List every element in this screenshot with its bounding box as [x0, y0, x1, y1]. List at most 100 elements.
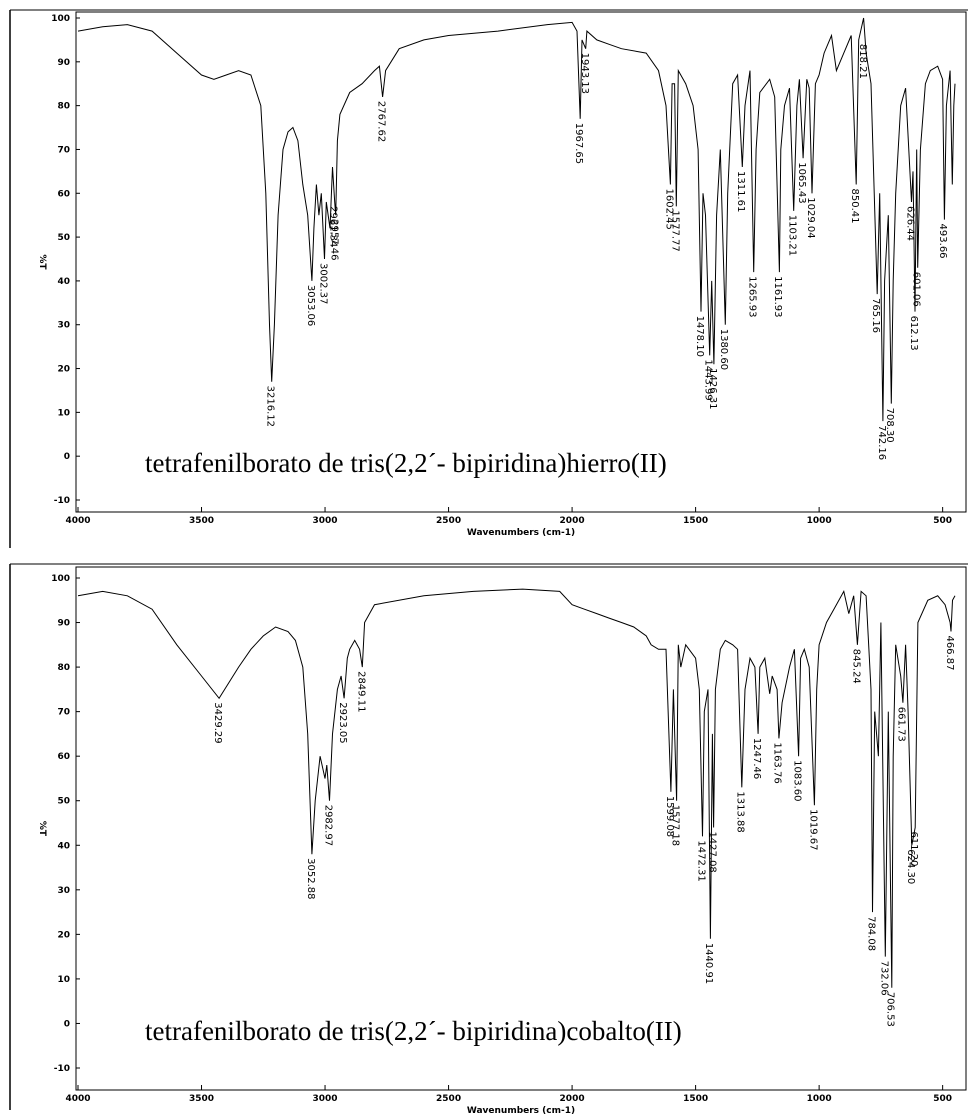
peak-label: 3002.37 [317, 263, 328, 304]
peak-label: 765.16 [870, 298, 881, 333]
y-tick-label: -10 [54, 496, 70, 506]
peak-label: 1943.13 [579, 53, 590, 94]
x-tick-label: 1500 [683, 516, 708, 526]
y-tick-label: 90 [57, 58, 70, 68]
peak-label: 601.06 [911, 272, 922, 307]
x-tick-label: 2500 [436, 1094, 461, 1104]
x-tick-label: 3500 [189, 1094, 214, 1104]
x-tick-label: 2000 [560, 1094, 585, 1104]
y-tick-label: 100 [51, 14, 70, 24]
peak-label: 845.24 [850, 649, 861, 684]
spectrum-line [77, 17, 956, 422]
peak-label: 1478.10 [694, 316, 705, 357]
peak-label: 466.87 [944, 635, 955, 670]
y-tick-label: 30 [57, 886, 70, 896]
x-tick-label: 1500 [683, 1094, 708, 1104]
y-tick-label: 70 [57, 145, 70, 155]
y-tick-label: 80 [57, 663, 70, 673]
y-tick-label: 40 [57, 277, 70, 287]
peak-label: 2923.05 [337, 702, 348, 743]
y-tick-label: 90 [57, 619, 70, 629]
y-axis-label: %T [37, 254, 47, 270]
peak-label: 1103.21 [787, 215, 798, 256]
y-tick-label: 80 [57, 102, 70, 112]
peak-label: 1313.88 [735, 791, 746, 832]
peak-label: 3216.12 [265, 386, 276, 427]
peak-label: 1602.45 [663, 189, 674, 230]
y-tick-label: 50 [57, 797, 70, 807]
peak-label: 2982.97 [322, 805, 333, 846]
peak-label: 493.66 [937, 224, 948, 259]
peak-label: 1029.04 [805, 197, 816, 238]
peak-label: 732.06 [878, 961, 889, 996]
x-tick-label: 3500 [189, 516, 214, 526]
peak-label: 1065.43 [796, 162, 807, 203]
peak-label: 1577.77 [669, 210, 680, 251]
y-tick-label: 70 [57, 708, 70, 718]
x-axis-label: Wavenumbers (cm-1) [467, 1106, 575, 1115]
caption: tetrafenilborato de tris(2,2´- bipiridin… [145, 1016, 682, 1046]
peak-label: 626.44 [904, 206, 915, 241]
peak-label: 1443.99 [702, 359, 713, 400]
x-tick-label: 500 [933, 1094, 952, 1104]
peak-label: 3053.06 [305, 285, 316, 326]
peak-label: 850.41 [849, 189, 860, 224]
peak-label: 784.08 [865, 916, 876, 951]
peak-label: 1161.93 [772, 276, 783, 317]
peak-label: 818.21 [857, 44, 868, 79]
peak-label: 612.13 [908, 316, 919, 351]
x-tick-label: 4000 [65, 1094, 90, 1104]
peak-label: 2849.11 [355, 671, 366, 712]
y-tick-label: 20 [57, 365, 70, 375]
x-tick-label: 500 [933, 516, 952, 526]
peak-label: 1577.18 [670, 805, 681, 846]
y-tick-label: 60 [57, 752, 70, 762]
y-tick-label: 0 [64, 1019, 70, 1029]
x-tick-label: 1000 [807, 1094, 832, 1104]
peak-label: 1440.91 [703, 943, 714, 984]
peak-label: 624.30 [905, 849, 916, 884]
peak-label: 1427.08 [707, 831, 718, 872]
x-tick-label: 2000 [560, 516, 585, 526]
y-tick-label: 10 [57, 408, 70, 418]
y-tick-label: 50 [57, 233, 70, 243]
x-tick-label: 3000 [313, 516, 338, 526]
y-tick-label: 60 [57, 189, 70, 199]
caption: tetrafenilborato de tris(2,2´- bipiridin… [145, 448, 667, 478]
peak-label: 2767.62 [375, 101, 386, 142]
peak-label: 1380.60 [718, 329, 729, 370]
plot-area [75, 566, 967, 1091]
peak-label: 1472.31 [695, 840, 706, 881]
peak-label: 742.16 [876, 425, 887, 460]
peak-label: 1599.08 [664, 796, 675, 837]
y-tick-label: 20 [57, 930, 70, 940]
x-tick-label: 1000 [807, 516, 832, 526]
y-tick-label: 100 [51, 574, 70, 584]
y-tick-label: 40 [57, 841, 70, 851]
peak-label: 3052.88 [305, 858, 316, 899]
spectrum-line [77, 588, 956, 988]
y-tick-label: 30 [57, 321, 70, 331]
y-axis-label: %T [37, 821, 47, 837]
peak-label: 1019.67 [807, 809, 818, 850]
peak-label: 1265.93 [746, 276, 757, 317]
peak-label: 1426.31 [707, 368, 718, 409]
y-tick-label: 0 [64, 452, 70, 462]
peak-label: 661.73 [896, 707, 907, 742]
peak-label: 1967.65 [573, 123, 584, 164]
y-tick-label: 10 [57, 975, 70, 985]
x-tick-label: 4000 [65, 516, 90, 526]
peak-label: 1311.61 [735, 171, 746, 212]
x-tick-label: 2500 [436, 516, 461, 526]
plot-area [75, 11, 967, 513]
x-axis-label: Wavenumbers (cm-1) [467, 528, 575, 538]
peak-label: 1163.76 [772, 742, 783, 783]
peak-label: 611.20 [908, 831, 919, 866]
peak-label: 2957.46 [329, 219, 340, 260]
peak-label: 706.53 [885, 992, 896, 1027]
peak-label: 3429.29 [212, 702, 223, 743]
x-tick-label: 3000 [313, 1094, 338, 1104]
y-tick-label: -10 [54, 1064, 70, 1074]
